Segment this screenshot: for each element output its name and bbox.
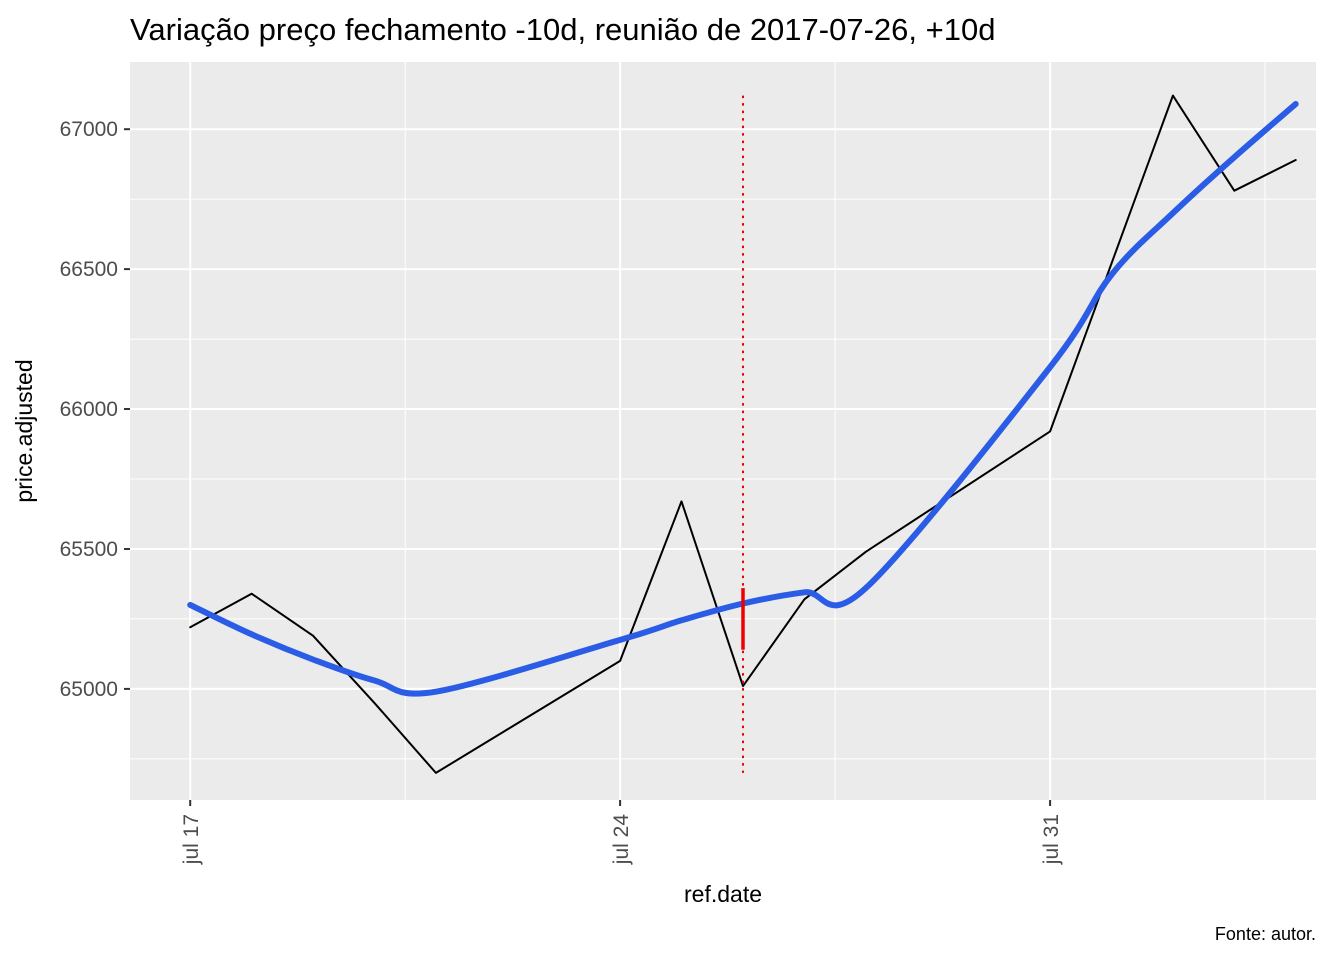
y-axis-title: price.adjusted [11,359,37,502]
plot-panel [130,62,1316,800]
smooth-trend-line [187,101,1299,697]
axes: 65000 65500 66000 66500 67000 jul 17 jul 24 jul… [60,118,1064,865]
x-tick-label: jul 24 [610,814,633,866]
chart-title: Variação preço fechamento -10d, reunião … [130,12,995,47]
y-tick-label: 66500 [60,258,118,281]
y-tick-label: 65500 [60,538,118,561]
y-tick-label: 67000 [60,118,118,141]
y-tick-label: 66000 [60,398,118,421]
price-line [189,94,1297,774]
x-tick-label: jul 17 [180,814,203,865]
series-lines [187,94,1299,774]
gridlines [130,62,1316,800]
y-tick-label: 65000 [60,678,118,701]
x-axis-title: ref.date [684,881,762,907]
x-tick-label: jul 31 [1040,814,1063,865]
source-caption: Fonte: autor. [1215,924,1316,944]
